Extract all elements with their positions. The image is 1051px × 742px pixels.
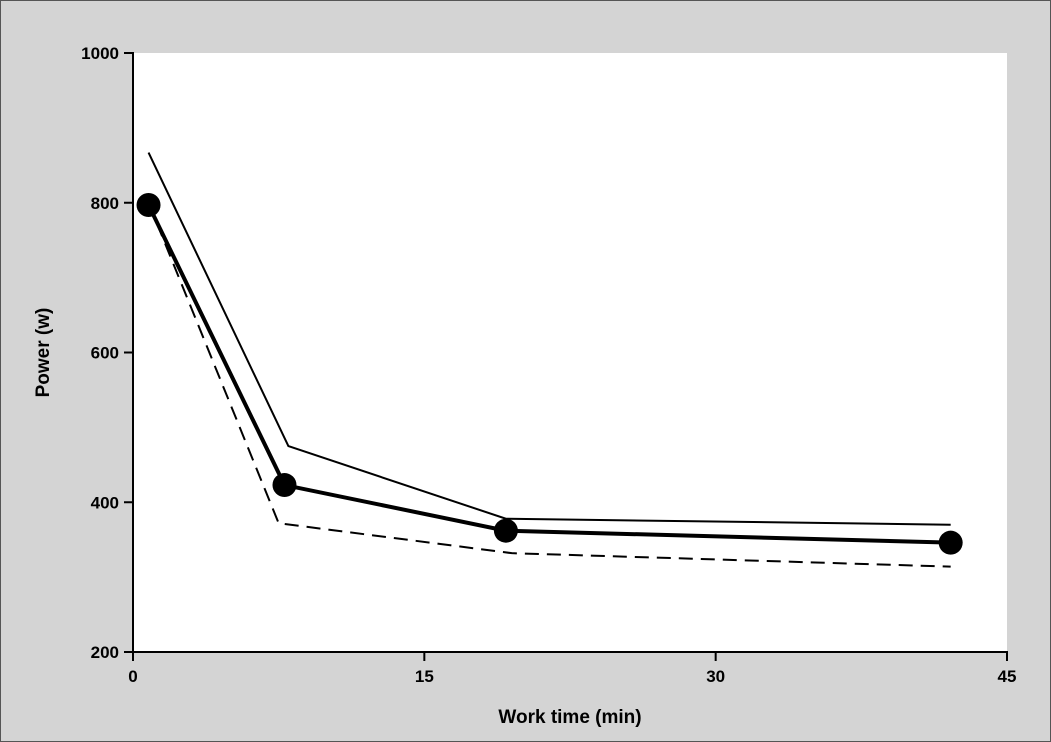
y-tick-label: 200: [91, 643, 119, 662]
data-point-marker: [493, 518, 518, 543]
x-tick-label: 0: [128, 667, 137, 686]
y-axis-title: Power (w): [33, 308, 54, 398]
ticks-layer: 0 15 30 45 200 400 600 800 1000: [81, 44, 1016, 686]
dashed-series-line: [147, 202, 951, 568]
data-point-marker: [136, 192, 161, 217]
y-tick-label: 600: [91, 344, 119, 363]
thin-solid-series-line: [147, 152, 951, 526]
data-point-marker: [272, 473, 297, 498]
y-tick-label: 400: [91, 493, 119, 512]
plot-area: [133, 53, 1007, 652]
series-layer: [136, 152, 963, 568]
y-tick-label: 800: [91, 194, 119, 213]
x-tick-label: 45: [998, 667, 1017, 686]
x-axis-title: Work time (min): [498, 707, 641, 728]
y-tick-label: 1000: [81, 44, 119, 63]
x-tick-label: 15: [415, 667, 434, 686]
data-point-marker: [938, 530, 963, 555]
thick-solid-with-markers-series-line: [146, 204, 951, 545]
x-tick-label: 30: [706, 667, 725, 686]
